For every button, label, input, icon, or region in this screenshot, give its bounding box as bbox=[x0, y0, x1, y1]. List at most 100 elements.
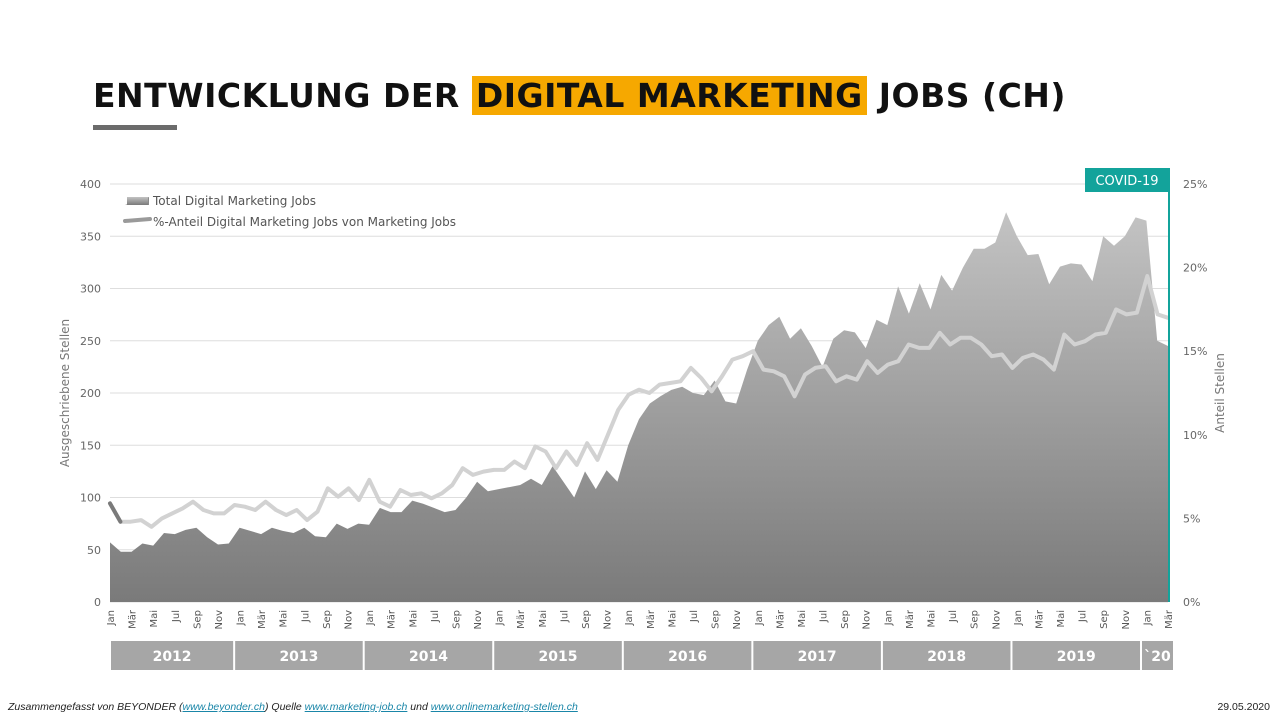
x-tick-label: Mai bbox=[149, 610, 160, 628]
digital-marketing-jobs-chart: 0 50 100 150 200 250 300 350 400 0% 5% 10% 15% 20% 25%… bbox=[58, 168, 1227, 670]
x-tick-label: Jan bbox=[624, 610, 635, 626]
x-tick-label: Sep bbox=[1099, 610, 1110, 629]
x-tick-label: Mär bbox=[387, 609, 398, 629]
x-tick-label: Jul bbox=[948, 610, 959, 623]
y-tick-label: 0 bbox=[94, 596, 101, 609]
y-tick-label: 150 bbox=[80, 439, 101, 452]
x-tick-label: Nov bbox=[214, 610, 225, 630]
year-box bbox=[494, 641, 622, 670]
x-tick-label: Jul bbox=[559, 610, 570, 623]
x-tick-label: Sep bbox=[970, 610, 981, 629]
x-tick-label: Jan bbox=[106, 610, 117, 626]
x-tick-label: Jan bbox=[1013, 610, 1024, 626]
year-label: 2019 bbox=[1057, 649, 1096, 665]
x-tick-label: Jul bbox=[430, 610, 441, 623]
x-tick-label: Mai bbox=[279, 610, 290, 628]
x-tick-label: Mär bbox=[775, 609, 786, 629]
year-label: 2017 bbox=[798, 649, 837, 665]
x-tick-label: Nov bbox=[991, 610, 1002, 630]
x-tick-label: Nov bbox=[603, 610, 614, 630]
x-tick-label: Mai bbox=[408, 610, 419, 628]
publish-date: 29.05.2020 bbox=[1217, 701, 1270, 713]
x-tick-label: Mai bbox=[926, 610, 937, 628]
year-box bbox=[1142, 641, 1173, 670]
x-tick-label: Sep bbox=[322, 610, 333, 629]
covid-marker-label-bg bbox=[1085, 168, 1169, 192]
series-share-line-start bbox=[108, 501, 123, 524]
x-tick-label: Mär bbox=[516, 609, 527, 629]
series-share-line bbox=[108, 274, 1170, 529]
x-tick-label: Jan bbox=[883, 610, 894, 626]
year-label: 2014 bbox=[409, 649, 448, 665]
x-tick-label: Sep bbox=[451, 610, 462, 629]
x-tick-label: Mär bbox=[1034, 609, 1045, 629]
year-box bbox=[753, 641, 881, 670]
x-tick-label: Mär bbox=[646, 609, 657, 629]
x-tick-label: Sep bbox=[840, 610, 851, 629]
year-label: `20 bbox=[1144, 649, 1171, 665]
y-tick-label: 200 bbox=[80, 387, 101, 400]
page-title: ENTWICKLUNG DER DIGITAL MARKETING JOBS (… bbox=[93, 76, 1066, 115]
x-tick-label: Mai bbox=[667, 610, 678, 628]
x-tick-label: Mai bbox=[538, 610, 549, 628]
x-tick-label: Jan bbox=[495, 610, 506, 626]
x-tick-label: Nov bbox=[862, 610, 873, 630]
year-box bbox=[1012, 641, 1141, 670]
y-tick-label: 50 bbox=[87, 544, 101, 557]
covid-marker-label: COVID-19 bbox=[1095, 174, 1158, 189]
title-underline bbox=[93, 125, 177, 130]
x-tick-label: Jul bbox=[819, 610, 830, 623]
y2-tick-label: 25% bbox=[1183, 178, 1207, 191]
title-highlight: DIGITAL MARKETING bbox=[471, 76, 867, 115]
year-label: 2012 bbox=[153, 649, 192, 665]
x-tick-label: Jan bbox=[236, 610, 247, 626]
year-box bbox=[235, 641, 363, 670]
y-tick-label: 100 bbox=[80, 492, 101, 505]
year-label: 2018 bbox=[927, 649, 966, 665]
x-tick-label: Mai bbox=[797, 610, 808, 628]
legend-total-jobs: Total Digital Marketing Jobs bbox=[152, 194, 316, 208]
x-tick-label: Jul bbox=[1078, 610, 1089, 623]
x-tick-label: Nov bbox=[344, 610, 355, 630]
legend-share: %-Anteil Digital Marketing Jobs von Mark… bbox=[153, 215, 456, 229]
y2-tick-label: 20% bbox=[1183, 262, 1207, 275]
y-tick-label: 400 bbox=[80, 178, 101, 191]
x-tick-label: Jul bbox=[300, 610, 311, 623]
year-label: 2016 bbox=[668, 649, 707, 665]
x-tick-label: Jan bbox=[365, 610, 376, 626]
y2-axis-title: Anteil Stellen bbox=[1213, 353, 1227, 433]
beyonder-link[interactable]: www.beyonder.ch bbox=[182, 701, 265, 713]
x-tick-label: Sep bbox=[192, 610, 203, 629]
series-total-jobs-area bbox=[110, 212, 1168, 602]
y-tick-label: 300 bbox=[80, 283, 101, 296]
legend-area-swatch-fill bbox=[127, 197, 148, 205]
y2-tick-label: 10% bbox=[1183, 429, 1207, 442]
x-tick-label: Nov bbox=[732, 610, 743, 630]
legend-share-swatch bbox=[123, 217, 152, 223]
onlinemarketing-stellen-link[interactable]: www.onlinemarketing-stellen.ch bbox=[430, 701, 578, 713]
y2-tick-label: 15% bbox=[1183, 345, 1207, 358]
x-tick-label: Jan bbox=[754, 610, 765, 626]
y-tick-label: 250 bbox=[80, 335, 101, 348]
x-tick-label: Sep bbox=[711, 610, 722, 629]
x-tick-label: Mär bbox=[257, 609, 268, 629]
year-label: 2013 bbox=[279, 649, 318, 665]
x-tick-label: Jan bbox=[1142, 610, 1153, 626]
x-tick-label: Mär bbox=[1164, 609, 1175, 629]
y2-tick-label: 5% bbox=[1183, 512, 1200, 525]
year-box bbox=[111, 641, 234, 670]
x-tick-label: Mär bbox=[905, 609, 916, 629]
x-tick-label: Nov bbox=[473, 610, 484, 630]
year-box bbox=[364, 641, 493, 670]
marketing-job-link[interactable]: www.marketing-job.ch bbox=[304, 701, 408, 713]
x-tick-label: Sep bbox=[581, 610, 592, 629]
source-note: Zusammengefasst von BEYONDER (www.beyond… bbox=[8, 701, 578, 713]
year-box bbox=[623, 641, 752, 670]
y-tick-label: 350 bbox=[80, 230, 101, 243]
x-tick-label: Mai bbox=[1056, 610, 1067, 628]
y-axis-title: Ausgeschriebene Stellen bbox=[58, 319, 72, 467]
x-tick-label: Nov bbox=[1121, 610, 1132, 630]
year-label: 2015 bbox=[539, 649, 578, 665]
year-box bbox=[882, 641, 1011, 670]
x-tick-label: Jul bbox=[171, 610, 182, 623]
